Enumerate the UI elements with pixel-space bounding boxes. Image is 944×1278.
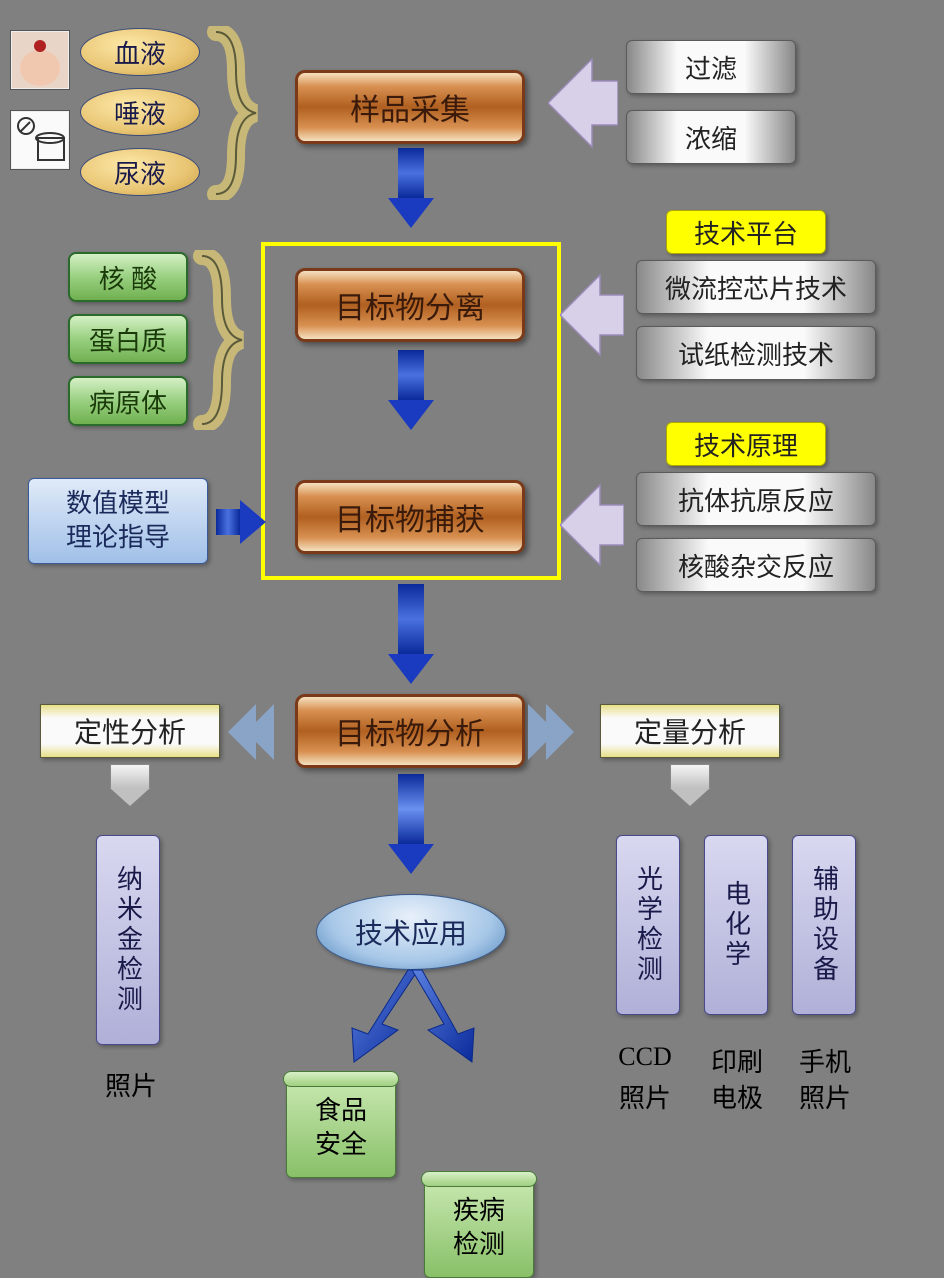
chevron-quantitative: [538, 704, 574, 760]
output-disease-detect: 疾病 检测: [424, 1178, 534, 1278]
arrow-down-2: [388, 350, 434, 430]
vert-electrochem: 电化学: [704, 835, 768, 1015]
arrow-down-4: [388, 774, 434, 874]
caption-r-print: 印刷: [692, 1042, 782, 1079]
chevron-tech-platform: [560, 260, 624, 370]
vert-nanogold: 纳米金检测: [96, 835, 160, 1045]
principle-antibody: 抗体抗原反应: [636, 472, 876, 526]
process-separate: 目标物分离: [295, 268, 525, 342]
arrow-theory: [216, 500, 266, 544]
toilet-icon: [10, 110, 70, 170]
arrow-down-3: [388, 584, 434, 684]
chevron-pretreatment: [548, 48, 618, 158]
pretreat-concentrate: 浓缩: [626, 110, 796, 164]
brace-samples: [206, 26, 266, 200]
brace-targets: [192, 250, 252, 430]
chevron-tech-principle: [560, 470, 624, 580]
qualitative-box: 定性分析: [40, 704, 220, 758]
process-capture: 目标物捕获: [295, 480, 525, 554]
penta-qual: [110, 764, 150, 806]
sample-blood: 血液: [80, 28, 200, 76]
vert-optical: 光学检测: [616, 835, 680, 1015]
quantitative-box: 定量分析: [600, 704, 780, 758]
label-tech-platform: 技术平台: [666, 210, 826, 254]
split-arrows: [298, 966, 528, 1066]
target-protein: 蛋白质: [68, 314, 188, 364]
arrow-down-1: [388, 148, 434, 228]
vert-aux: 辅助设备: [792, 835, 856, 1015]
theory-box: 数值模型 理论指导: [28, 478, 208, 564]
chevron-qualitative: [228, 704, 264, 760]
application-ellipse: 技术应用: [316, 894, 506, 970]
principle-hybrid: 核酸杂交反应: [636, 538, 876, 592]
tech-paper-strip: 试纸检测技术: [636, 326, 876, 380]
target-nucleic-acid: 核 酸: [68, 252, 188, 302]
caption-r-phone: 手机: [780, 1042, 870, 1079]
tech-microfluidic: 微流控芯片技术: [636, 260, 876, 314]
caption-r-electrode: 电极: [692, 1078, 782, 1115]
finger-blood-icon: [10, 30, 70, 90]
process-analyze: 目标物分析: [295, 694, 525, 768]
pretreat-filter: 过滤: [626, 40, 796, 94]
caption-left: 照片: [86, 1066, 176, 1103]
sample-saliva: 唾液: [80, 88, 200, 136]
target-pathogen: 病原体: [68, 376, 188, 426]
sample-urine: 尿液: [80, 148, 200, 196]
label-tech-principle: 技术原理: [666, 422, 826, 466]
caption-r-ccd: CCD: [600, 1042, 690, 1072]
caption-r-photo2: 照片: [780, 1078, 870, 1115]
process-collect: 样品采集: [295, 70, 525, 144]
output-food-safety: 食品 安全: [286, 1078, 396, 1178]
caption-r-photo1: 照片: [600, 1078, 690, 1115]
penta-quant: [670, 764, 710, 806]
